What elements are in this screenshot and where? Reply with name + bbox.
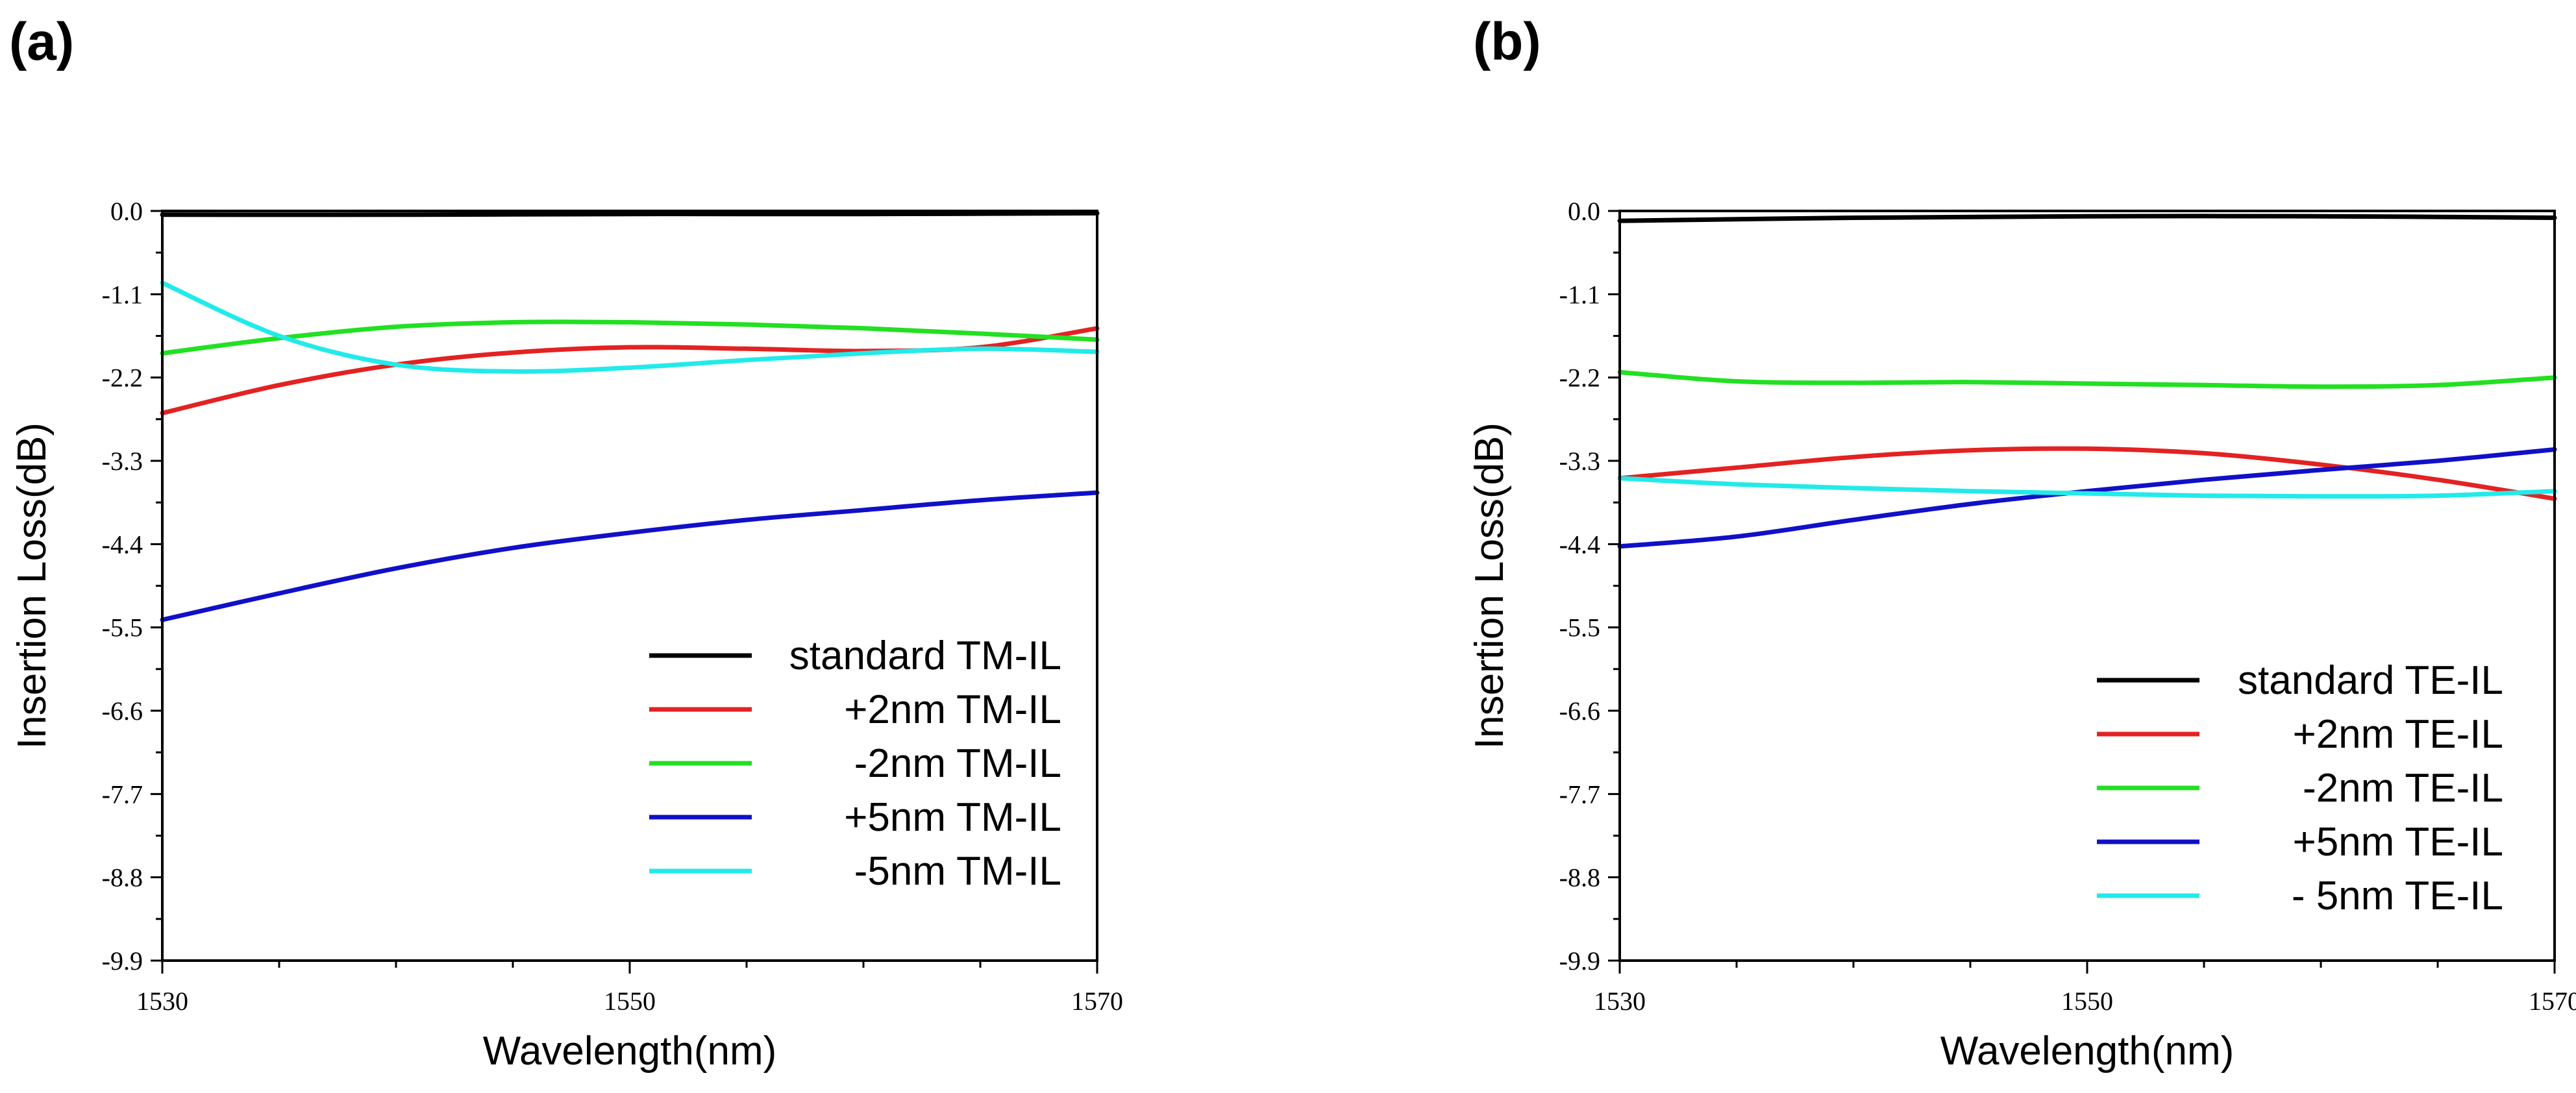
legend-label-5nm-tm-il: -5nm TM-IL [854, 849, 1061, 894]
y-tick-label: -1.1 [102, 280, 143, 309]
legend: standard TE-IL +2nm TE-IL -2nm TE-IL +5nm T… [2097, 658, 2503, 918]
y-tick-label: -4.4 [1559, 530, 1600, 559]
legend-label-5nm-tm-il: +5nm TM-IL [844, 795, 1061, 840]
y-tick-label: -7.7 [1559, 780, 1600, 809]
y-tick-label: -2.2 [1559, 363, 1600, 393]
x-axis-title: Wavelength(nm) [1940, 1029, 2235, 1074]
panel-label: (a) [9, 12, 75, 71]
legend-label-standard-te-il: standard TE-IL [2238, 658, 2503, 703]
legend-label-2nm-te-il: -2nm TE-IL [2303, 766, 2503, 811]
y-tick-label: -8.8 [1559, 863, 1600, 892]
plot-frame [161, 210, 1098, 962]
y-tick-label: -5.5 [1559, 613, 1600, 643]
legend-label-2nm-tm-il: +2nm TM-IL [844, 687, 1061, 732]
plot-frame [1618, 210, 2556, 962]
y-tick-label: -1.1 [1559, 280, 1600, 309]
legend-label-standard-tm-il: standard TM-IL [789, 633, 1061, 678]
y-tick-label: -2.2 [102, 363, 143, 393]
y-axis-title: Insertion Loss(dB) [10, 423, 55, 749]
y-tick-label: -5.5 [102, 613, 143, 643]
y-tick-label: 0.0 [1568, 197, 1600, 226]
y-tick-label: -7.7 [102, 780, 143, 809]
legend-label-2nm-tm-il: -2nm TM-IL [854, 741, 1061, 786]
chart-a: 0.0 -1.1 -2.2 -3.3 -4.4 -5.5 -6.6 -7.7 -8.8 -9.9 1… [10, 197, 1123, 1074]
y-tick-label: -3.3 [102, 447, 143, 476]
chart-panel-a: (a) 0.0 -1.1 -2.2 -3.3 -4.4 -5.5 -6.6 -7.7 -8.8 -… [9, 12, 1123, 1074]
y-tick-label: -6.6 [1559, 696, 1600, 726]
x-tick-label: 1530 [136, 987, 188, 1016]
y-tick-label: -8.8 [102, 863, 143, 892]
y-tick-label: -9.9 [1559, 946, 1600, 976]
y-tick-label: -3.3 [1559, 447, 1600, 476]
series-line-5nm-te-il [1617, 476, 2557, 499]
series-line-standard-tm-il [160, 211, 1100, 217]
y-tick-label: -9.9 [102, 946, 143, 976]
x-tick-label: 1550 [2061, 987, 2113, 1016]
legend: standard TM-IL +2nm TM-IL -2nm TM-IL +5nm T… [649, 633, 1061, 894]
y-axis-title: Insertion Loss(dB) [1467, 423, 1512, 749]
y-tick-label: -4.4 [102, 530, 143, 559]
x-tick-label: 1570 [2529, 987, 2576, 1016]
legend-label-5nm-te-il: +5nm TE-IL [2292, 820, 2503, 865]
x-tick-label: 1550 [604, 987, 656, 1016]
legend-label-2nm-te-il: +2nm TE-IL [2292, 712, 2503, 757]
series-line-2nm-tm-il [160, 319, 1100, 356]
y-tick-label: -6.6 [102, 696, 143, 726]
y-tick-label: 0.0 [110, 197, 143, 226]
legend-label-5nm-te-il: - 5nm TE-IL [2292, 874, 2503, 918]
series-line-2nm-te-il [1617, 370, 2557, 389]
chart-panel-b: (b) 0.0 -1.1 -2.2 -3.3 -4.4 -5.5 -6.6 -7.7 -8.8 -… [1288, 0, 2576, 1093]
panel-label: (b) [1473, 12, 1541, 71]
x-tick-label: 1530 [1594, 987, 1646, 1016]
x-tick-label: 1570 [1071, 987, 1123, 1016]
x-axis-title: Wavelength(nm) [483, 1029, 777, 1074]
series-line-2nm-te-il [1617, 446, 2557, 501]
series-line-5nm-tm-il [160, 490, 1100, 622]
chart-b: 0.0 -1.1 -2.2 -3.3 -4.4 -5.5 -6.6 -7.7 -8.8 -9.9 1… [1467, 197, 2576, 1074]
series-line-standard-te-il [1617, 214, 2557, 223]
series-line-2nm-tm-il [160, 326, 1100, 415]
series-line-5nm-tm-il [160, 280, 1100, 374]
